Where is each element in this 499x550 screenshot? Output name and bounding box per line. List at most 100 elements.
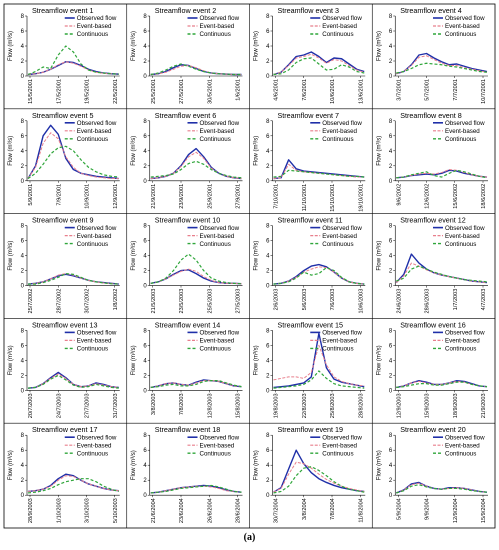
x-tick-label: 7/6/2003 (330, 289, 336, 311)
x-tick-label: 12/9/2001 (113, 184, 119, 209)
legend-label: Observed flow (200, 15, 240, 22)
y-tick-label: 0 (266, 284, 270, 290)
x-tick-label: 9/9/2004 (425, 498, 431, 520)
legend-label: Event-based (322, 233, 357, 240)
y-tick-label: 2 (266, 478, 270, 484)
x-tick-label: 15/9/2003 (425, 393, 431, 418)
legend-label: Observed flow (77, 434, 117, 441)
y-tick-label: 4 (143, 44, 147, 50)
x-tick-label: 12/9/2004 (453, 498, 459, 523)
x-tick-label: 27/9/2001 (236, 184, 242, 209)
y-tick-label: 8 (21, 328, 25, 334)
y-axis-label: Flow (m³/s) (131, 31, 137, 61)
panel-event-8: Streamflow event 8 Flow (m³/s) 0 2 4 6 8 9/6/20… (376, 111, 488, 209)
x-tick-label: 1/10/2003 (56, 498, 62, 523)
y-tick-label: 2 (21, 478, 25, 484)
x-tick-label: 7/8/2003 (179, 393, 185, 415)
y-tick-label: 0 (389, 284, 393, 290)
y-tick-label: 0 (389, 493, 393, 499)
x-tick-label: 9/6/2002 (396, 184, 402, 206)
legend-label: Event-based (200, 128, 235, 135)
x-tick-label: 23/9/2001 (179, 184, 185, 209)
series-line-1 (273, 159, 365, 180)
x-tick-label: 21/5/2003 (151, 289, 157, 314)
legend-label: Event-based (445, 23, 480, 30)
y-tick-label: 8 (266, 119, 270, 125)
y-tick-label: 0 (266, 74, 270, 80)
panel-title: Streamflow event 1 (32, 6, 94, 15)
x-tick-label: 3/10/2003 (85, 498, 91, 523)
panel-title: Streamflow event 3 (278, 6, 340, 15)
y-tick-label: 0 (143, 284, 147, 290)
y-axis-label: Flow (m³/s) (131, 241, 137, 271)
y-tick-label: 6 (266, 448, 270, 454)
legend-label: Observed flow (445, 225, 485, 232)
y-tick-label: 2 (143, 373, 147, 379)
y-tick-label: 4 (21, 358, 25, 364)
series-line-2 (150, 268, 242, 285)
panel-title: Streamflow event 17 (32, 425, 98, 434)
panel-title: Streamflow event 4 (400, 6, 462, 15)
x-tick-label: 25/7/2002 (28, 289, 34, 314)
y-tick-label: 0 (266, 388, 270, 394)
x-tick-label: 4/7/2003 (481, 289, 487, 311)
series-line-3 (150, 63, 242, 76)
x-tick-label: 18/6/2002 (481, 184, 487, 209)
panel-event-15: Streamflow event 15 Flow (m³/s) 0 2 4 6 8 19/8/… (254, 320, 366, 418)
panel-event-12: Streamflow event 12 Flow (m³/s) 0 2 4 6 8 24/6/… (376, 216, 488, 313)
series-line-3 (396, 265, 488, 283)
y-axis-label: Flow (m³/s) (376, 450, 382, 480)
y-tick-label: 0 (21, 388, 25, 394)
y-tick-label: 0 (143, 179, 147, 185)
x-tick-label: 19/10/2001 (358, 184, 364, 212)
series-line-2 (27, 475, 119, 492)
x-tick-label: 3/8/2003 (151, 393, 157, 415)
y-tick-label: 4 (21, 463, 25, 469)
y-tick-label: 6 (21, 134, 25, 140)
legend-label: Observed flow (77, 120, 117, 127)
series-line-3 (27, 145, 119, 180)
legend-label: Event-based (77, 338, 112, 345)
x-tick-label: 5/7/2001 (425, 79, 431, 101)
x-tick-label: 21/6/2004 (151, 498, 157, 523)
legend-label: Event-based (77, 128, 112, 135)
y-tick-label: 6 (389, 29, 393, 35)
legend-label: Event-based (445, 128, 480, 135)
series-line-3 (28, 273, 119, 285)
legend-label: Continuous (77, 241, 108, 248)
y-tick-label: 2 (266, 164, 270, 170)
series-line-1 (395, 481, 488, 494)
legend-label: Event-based (445, 233, 480, 240)
legend-label: Continuous (445, 241, 476, 248)
series-line-1 (273, 332, 365, 389)
panel-event-16: Streamflow event 16 Flow (m³/s) 0 2 4 6 8 12/9/… (376, 320, 488, 418)
legend-label: Continuous (322, 346, 353, 353)
x-tick-label: 30/7/2004 (274, 498, 280, 523)
legend-label: Observed flow (77, 330, 117, 337)
y-tick-label: 4 (21, 254, 25, 260)
legend-label: Continuous (322, 450, 353, 457)
legend-label: Continuous (445, 346, 476, 353)
y-tick-label: 0 (21, 74, 25, 80)
series-line-2 (273, 461, 365, 493)
legend-label: Continuous (77, 450, 108, 457)
y-tick-label: 6 (143, 134, 147, 140)
series-line-2 (396, 169, 488, 179)
legend-label: Observed flow (322, 120, 362, 127)
y-tick-label: 8 (389, 433, 393, 439)
y-tick-label: 2 (21, 373, 25, 379)
panel-event-3: Streamflow event 3 Flow (m³/s) 0 2 4 6 8 4/6/20… (254, 6, 366, 104)
legend-label: Continuous (200, 31, 231, 38)
x-tick-label: 22/8/2003 (302, 393, 308, 418)
series-line-3 (150, 484, 242, 494)
